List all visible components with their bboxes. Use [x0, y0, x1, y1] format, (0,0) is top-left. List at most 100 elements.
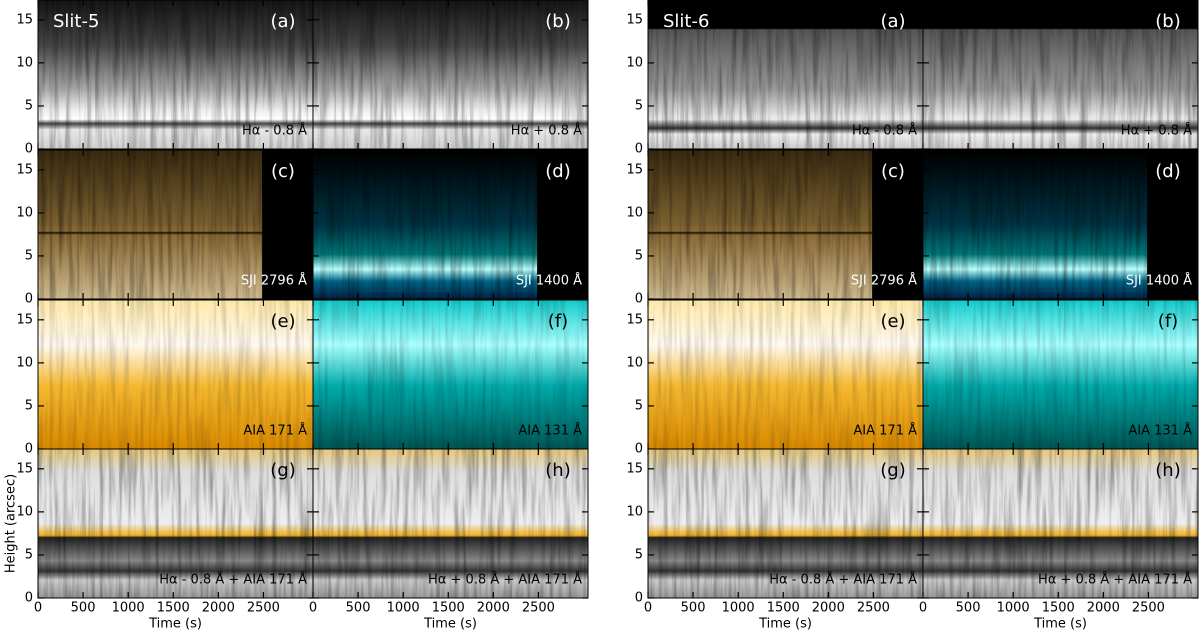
- panel-texture: [923, 300, 1198, 449]
- panel-texture: [313, 0, 588, 149]
- x-tick-label: 1000: [997, 601, 1030, 616]
- panel-letter: (f): [1158, 311, 1178, 332]
- y-tick-label: 10: [626, 205, 643, 220]
- y-tick-label: 5: [25, 98, 33, 113]
- panel-letter: (e): [270, 311, 295, 332]
- channel-label: SJI 1400 Å: [1126, 273, 1192, 289]
- x-tick-label: 2500: [247, 601, 280, 616]
- x-tick-label: 1500: [432, 601, 465, 616]
- y-tick-label: 0: [635, 591, 643, 606]
- panel-letter: (b): [545, 11, 570, 32]
- panel-texture: [923, 449, 1198, 598]
- x-tick-label: 2000: [202, 601, 235, 616]
- panel-letter: (h): [1155, 460, 1180, 481]
- channel-label: Hα - 0.8 Å: [242, 123, 307, 139]
- slit-title: Slit-5: [53, 11, 99, 32]
- y-tick-label: 15: [626, 162, 643, 177]
- x-axis-label: Time (s): [423, 617, 477, 632]
- channel-label: Hα + 0.8 Å + AIA 171 Å: [1038, 572, 1192, 588]
- channel-label: AIA 131 Å: [1128, 423, 1192, 439]
- y-tick-label: 0: [635, 442, 643, 457]
- x-tick-label: 1500: [157, 601, 190, 616]
- y-tick-label: 15: [16, 461, 33, 476]
- panel-texture: [38, 449, 313, 598]
- panel-letter: (g): [880, 460, 905, 481]
- y-tick-label: 5: [25, 547, 33, 562]
- panel-letter: (e): [880, 311, 905, 332]
- channel-label: Hα - 0.8 Å: [852, 123, 917, 139]
- y-tick-label: 10: [16, 504, 33, 519]
- y-tick-label: 0: [635, 292, 643, 307]
- panel-frame: [922, 448, 1199, 599]
- channel-label: Hα - 0.8 Å + AIA 171 Å: [159, 572, 307, 588]
- x-tick-label: 2000: [1087, 601, 1120, 616]
- y-tick-label: 15: [626, 12, 643, 27]
- y-tick-label: 10: [626, 355, 643, 370]
- panel-letter: (c): [271, 161, 295, 182]
- panel-texture: [648, 0, 923, 149]
- panel-letter: (a): [270, 11, 295, 32]
- y-tick-label: 0: [25, 591, 33, 606]
- panel-letter: (g): [270, 460, 295, 481]
- y-axis-label: Height (arcsec): [4, 474, 19, 573]
- x-axis-label: Time (s): [1033, 617, 1087, 632]
- panel-letter: (h): [545, 460, 570, 481]
- data-gap: [262, 150, 313, 299]
- y-tick-label: 10: [626, 504, 643, 519]
- y-tick-label: 10: [626, 55, 643, 70]
- x-tick-label: 0: [34, 601, 42, 616]
- y-tick-label: 5: [635, 248, 643, 263]
- data-gap: [537, 150, 588, 299]
- x-tick-label: 1000: [722, 601, 755, 616]
- x-tick-label: 2500: [1132, 601, 1165, 616]
- y-tick-label: 0: [635, 142, 643, 157]
- channel-label: Hα + 0.8 Å + AIA 171 Å: [428, 572, 582, 588]
- y-tick-label: 15: [16, 312, 33, 327]
- panel-frame: [922, 149, 1199, 300]
- x-tick-label: 1000: [112, 601, 145, 616]
- panel-texture: [38, 0, 313, 149]
- y-tick-label: 5: [635, 98, 643, 113]
- x-tick-label: 2500: [857, 601, 890, 616]
- y-tick-label: 10: [16, 355, 33, 370]
- y-tick-label: 5: [25, 248, 33, 263]
- y-tick-label: 10: [16, 205, 33, 220]
- x-tick-label: 1000: [387, 601, 420, 616]
- panel-texture: [313, 300, 588, 449]
- panel-frame: [922, 0, 1199, 150]
- y-tick-label: 5: [635, 398, 643, 413]
- panel-letter: (c): [881, 161, 905, 182]
- panel-texture: [38, 300, 313, 449]
- channel-label: AIA 131 Å: [518, 423, 582, 439]
- x-tick-label: 500: [681, 601, 706, 616]
- data-gap: [872, 150, 923, 299]
- y-tick-label: 0: [25, 442, 33, 457]
- x-tick-label: 500: [956, 601, 981, 616]
- x-tick-label: 500: [71, 601, 96, 616]
- panel-texture: [923, 0, 1198, 149]
- panel-letter: (f): [548, 311, 568, 332]
- panel-frame: [312, 448, 589, 599]
- y-tick-label: 0: [25, 292, 33, 307]
- x-tick-label: 2500: [522, 601, 555, 616]
- x-axis-label: Time (s): [148, 617, 202, 632]
- x-tick-label: 0: [644, 601, 652, 616]
- channel-label: AIA 171 Å: [243, 423, 307, 439]
- x-tick-label: 1500: [1042, 601, 1075, 616]
- y-tick-label: 5: [635, 547, 643, 562]
- x-tick-label: 2000: [477, 601, 510, 616]
- y-tick-label: 5: [25, 398, 33, 413]
- channel-label: SJI 2796 Å: [241, 273, 307, 289]
- x-tick-label: 1500: [767, 601, 800, 616]
- y-tick-label: 15: [626, 461, 643, 476]
- x-tick-label: 0: [309, 601, 317, 616]
- channel-label: SJI 2796 Å: [851, 273, 917, 289]
- slit-title: Slit-6: [663, 11, 709, 32]
- panel-texture: [313, 449, 588, 598]
- y-tick-label: 10: [16, 55, 33, 70]
- panel-letter: (d): [545, 161, 570, 182]
- x-tick-label: 0: [919, 601, 927, 616]
- channel-label: Hα + 0.8 Å: [1121, 123, 1192, 139]
- panel-frame: [312, 0, 589, 150]
